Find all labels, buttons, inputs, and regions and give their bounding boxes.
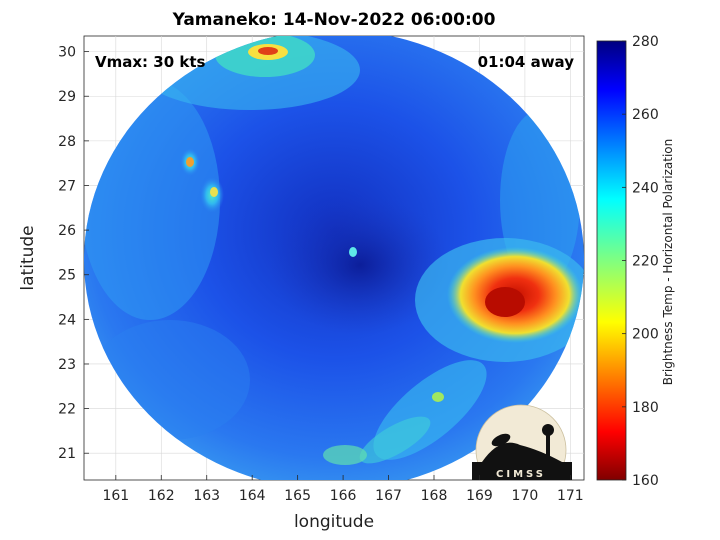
x-tick-label: 161 (102, 488, 129, 504)
colorbar-tick-label: 160 (632, 473, 659, 489)
chart-title: Yamaneko: 14-Nov-2022 06:00:00 (172, 10, 496, 30)
colorbar-tick-label: 260 (632, 107, 659, 123)
colorbar-ticks: 160 180 200 220 240 260 280 (622, 34, 659, 489)
x-tick-label: 167 (375, 488, 402, 504)
colorbar-tick-label: 280 (632, 34, 659, 50)
y-tick-label: 27 (58, 178, 76, 194)
x-tick-label: 168 (421, 488, 448, 504)
x-tick-label: 164 (239, 488, 266, 504)
cimss-logo-text: CIMSS (496, 469, 546, 480)
colorbar-label: Brightness Temp - Horizontal Polarizatio… (661, 138, 675, 386)
x-tick-label: 169 (466, 488, 493, 504)
vmax-annotation: Vmax: 30 kts (95, 53, 206, 71)
colorbar (596, 40, 627, 481)
y-tick-label: 29 (58, 89, 76, 105)
colorbar-tick-label: 240 (632, 180, 659, 196)
x-axis: 161 162 163 164 165 166 167 168 169 170 171 (102, 475, 584, 504)
x-tick-label: 170 (512, 488, 539, 504)
x-tick-label: 166 (330, 488, 357, 504)
colorbar-tick-label: 220 (632, 254, 659, 270)
y-tick-label: 25 (58, 268, 76, 284)
y-tick-label: 28 (58, 134, 76, 150)
y-tick-label: 22 (58, 402, 76, 418)
y-axis: 21 22 23 24 25 26 27 28 29 30 (58, 45, 89, 462)
colorbar-tick-label: 200 (632, 327, 659, 343)
y-axis-label: latitude (18, 225, 38, 291)
x-tick-label: 162 (148, 488, 175, 504)
y-tick-label: 23 (58, 357, 76, 373)
cimss-logo: CIMSS (472, 404, 572, 480)
x-tick-label: 165 (284, 488, 311, 504)
colorbar-tick-label: 180 (632, 400, 659, 416)
time-away-annotation: 01:04 away (477, 53, 574, 71)
x-axis-label: longitude (293, 512, 375, 532)
x-tick-label: 163 (193, 488, 220, 504)
x-tick-label: 171 (557, 488, 584, 504)
y-tick-label: 30 (58, 45, 76, 61)
y-tick-label: 21 (58, 446, 76, 462)
y-tick-label: 26 (58, 223, 76, 239)
y-tick-label: 24 (58, 312, 76, 328)
